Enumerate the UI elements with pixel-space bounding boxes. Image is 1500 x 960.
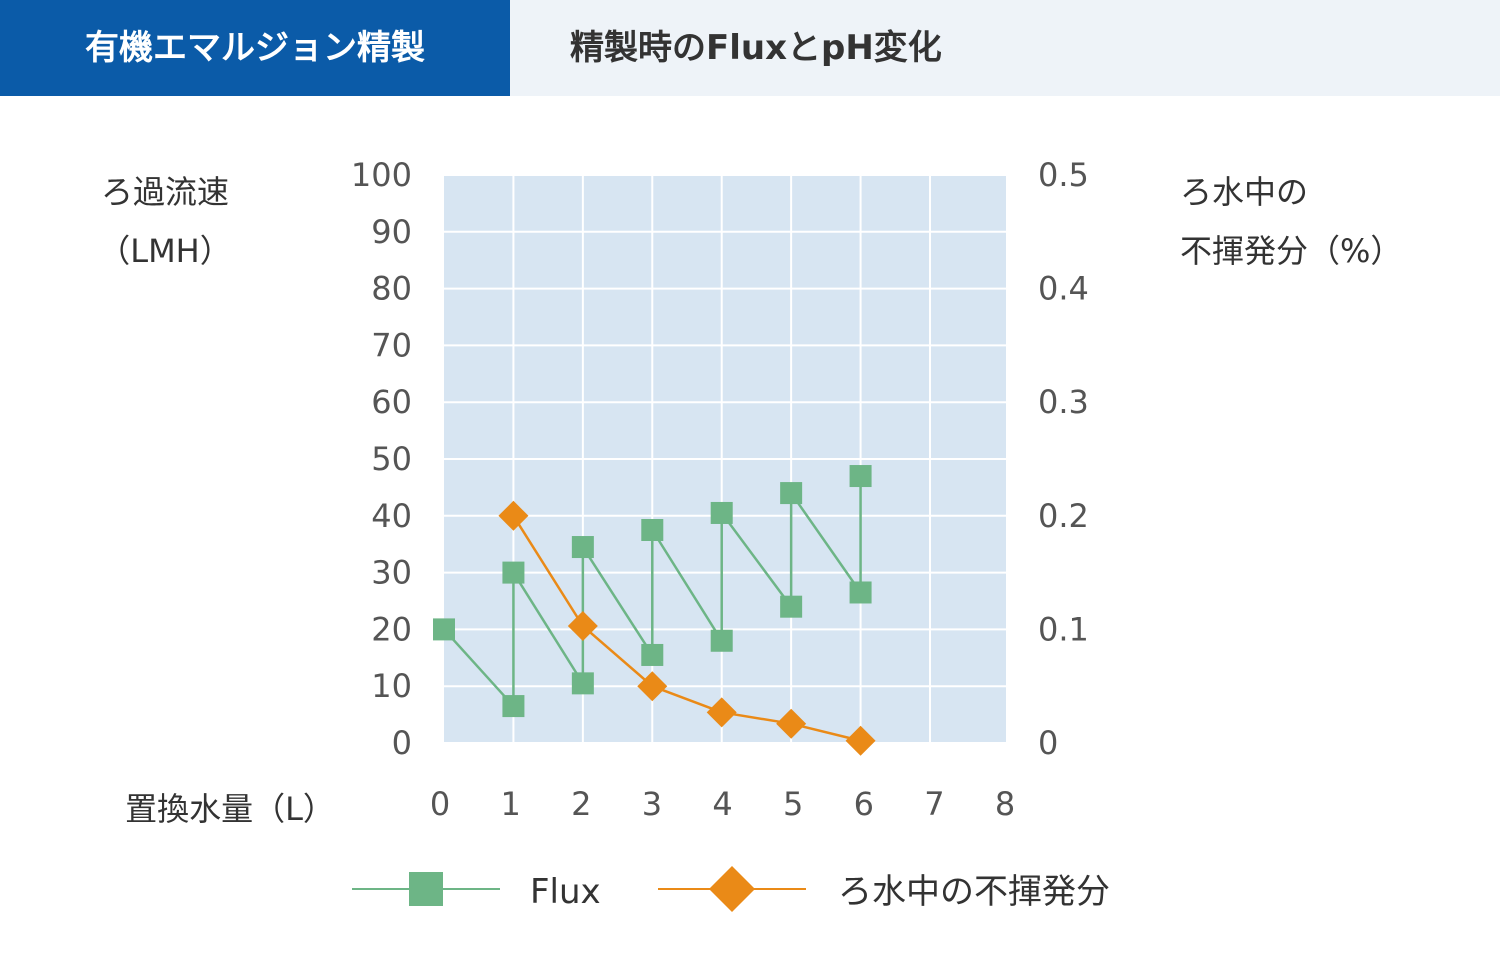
y-left-tick-label: 90 xyxy=(371,213,412,251)
y-left-ticks: 0 10 20 30 40 50 60 70 80 90 100 xyxy=(351,156,412,762)
tab-organic-emulsion[interactable]: 有機エマルジョン精製 xyxy=(0,0,510,96)
flux-point xyxy=(780,482,803,505)
x-tick-label: 5 xyxy=(783,785,803,823)
flux-point xyxy=(502,561,525,584)
tab-flux-ph[interactable]: 精製時のFluxとpH変化 xyxy=(570,28,942,68)
flux-point xyxy=(571,536,594,559)
y-left-tick-label: 70 xyxy=(371,326,412,364)
series-layer xyxy=(433,465,876,756)
y-right-tick-label: 0.5 xyxy=(1038,156,1089,194)
y-right-tick-label: 0.4 xyxy=(1038,270,1089,308)
y-right-tick-label: 0.3 xyxy=(1038,383,1089,421)
flux-point xyxy=(502,695,525,718)
y-left-tick-label: 40 xyxy=(371,497,412,535)
nonvolatile-point xyxy=(498,500,529,531)
y-left-tick-label: 20 xyxy=(371,610,412,648)
y-right-ticks: 0 0.1 0.2 0.3 0.4 0.5 xyxy=(1038,156,1089,762)
flux-point xyxy=(641,643,664,666)
y-left-tick-label: 50 xyxy=(371,440,412,478)
x-tick-label: 3 xyxy=(642,785,662,823)
y-left-tick-label: 80 xyxy=(371,270,412,308)
nonvolatile-point xyxy=(567,610,598,641)
x-axis-label: 置換水量（L） xyxy=(125,790,335,828)
y-right-label-line1: ろ水中の xyxy=(1180,173,1308,211)
y-left-label-line1: ろ過流速 xyxy=(101,173,229,211)
x-tick-label: 4 xyxy=(712,785,732,823)
y-left-tick-label: 30 xyxy=(371,554,412,592)
legend-nonvolatile-label: ろ水中の不揮発分 xyxy=(838,872,1110,912)
y-left-tick-label: 60 xyxy=(371,383,412,421)
y-right-tick-label: 0.1 xyxy=(1038,610,1089,648)
y-left-tick-label: 100 xyxy=(351,156,412,194)
legend-nonvolatile-marker xyxy=(709,866,755,912)
flux-point xyxy=(710,501,733,524)
flux-point xyxy=(433,618,455,641)
y-left-label-line2: （LMH） xyxy=(98,232,232,270)
nonvolatile-point xyxy=(776,708,807,739)
nonvolatile-point xyxy=(845,725,876,756)
flux-point xyxy=(780,595,803,618)
flux-point xyxy=(849,581,872,604)
flux-point xyxy=(849,465,872,488)
y-left-tick-label: 0 xyxy=(392,724,412,762)
legend: Flux ろ水中の不揮発分 xyxy=(352,866,1110,912)
x-tick-label: 1 xyxy=(500,785,520,823)
y-right-tick-label: 0 xyxy=(1038,724,1058,762)
x-tick-label: 6 xyxy=(854,785,874,823)
legend-flux-label: Flux xyxy=(530,872,601,912)
x-tick-label: 2 xyxy=(571,785,591,823)
x-tick-label: 7 xyxy=(924,785,944,823)
y-right-tick-label: 0.2 xyxy=(1038,497,1089,535)
flux-point xyxy=(571,672,594,695)
x-tick-label: 0 xyxy=(430,785,450,823)
flux-point xyxy=(641,519,664,541)
flux-point xyxy=(710,629,733,652)
nonvolatile-point xyxy=(637,671,668,702)
x-ticks: 0 1 2 3 4 5 6 7 8 xyxy=(430,785,1015,823)
x-tick-label: 8 xyxy=(995,785,1015,823)
y-left-tick-label: 10 xyxy=(371,667,412,705)
nonvolatile-point xyxy=(706,697,737,728)
tab-bar: 有機エマルジョン精製 精製時のFluxとpH変化 xyxy=(0,0,1500,96)
y-right-label-line2: 不揮発分（%） xyxy=(1180,232,1402,270)
legend-flux-marker xyxy=(409,872,443,906)
